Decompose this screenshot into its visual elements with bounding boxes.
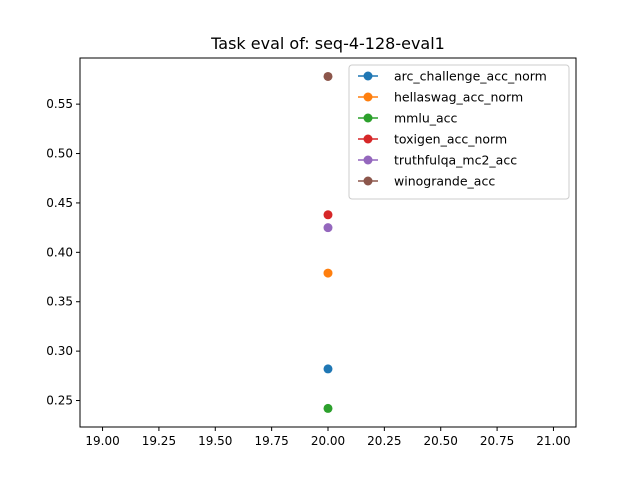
x-tick-label: 19.75 [254, 434, 288, 448]
x-tick-label: 20.75 [480, 434, 514, 448]
legend-label: arc_challenge_acc_norm [394, 69, 547, 84]
legend-marker [363, 134, 373, 144]
y-tick-label: 0.55 [46, 97, 73, 111]
legend-label: hellaswag_acc_norm [394, 90, 523, 105]
x-tick-label: 20.50 [424, 434, 458, 448]
legend-label: toxigen_acc_norm [394, 132, 507, 147]
x-tick-label: 20.00 [311, 434, 345, 448]
data-point-truthfulqa_mc2_acc [323, 223, 333, 233]
x-tick-label: 19.00 [85, 434, 119, 448]
x-tick-label: 20.25 [367, 434, 401, 448]
x-tick-label: 19.50 [198, 434, 232, 448]
y-tick-label: 0.25 [46, 394, 73, 408]
legend-marker [363, 155, 373, 165]
legend-label: winogrande_acc [394, 174, 495, 189]
legend-marker [363, 176, 373, 186]
chart-title: Task eval of: seq-4-128-eval1 [210, 34, 445, 53]
data-point-toxigen_acc_norm [323, 210, 333, 220]
legend-marker [363, 71, 373, 81]
legend-marker [363, 113, 373, 123]
data-point-mmlu_acc [323, 403, 333, 413]
legend-label: mmlu_acc [394, 111, 458, 126]
y-tick-label: 0.40 [46, 245, 73, 259]
y-tick-label: 0.50 [46, 147, 73, 161]
legend-marker [363, 92, 373, 102]
data-point-winogrande_acc [323, 71, 333, 81]
legend-box [348, 64, 570, 200]
y-tick-label: 0.30 [46, 344, 73, 358]
legend-label: truthfulqa_mc2_acc [394, 153, 517, 168]
y-tick-label: 0.35 [46, 295, 73, 309]
x-tick-label: 21.00 [536, 434, 570, 448]
data-point-arc_challenge_acc_norm [323, 364, 333, 374]
plot-frame [79, 57, 577, 428]
plot-points [323, 71, 333, 413]
x-axis: 19.00 19.25 19.50 19.75 20.00 20.25 20.50 20.75… [85, 427, 571, 448]
y-tick-label: 0.45 [46, 196, 73, 210]
legend: arc_challenge_acc_norm hellaswag_acc_norm… [348, 64, 570, 200]
x-tick-label: 19.25 [142, 434, 176, 448]
data-point-hellaswag_acc_norm [323, 268, 333, 278]
y-axis: 0.25 0.30 0.35 0.40 0.45 0.50 0.55 [46, 97, 80, 408]
